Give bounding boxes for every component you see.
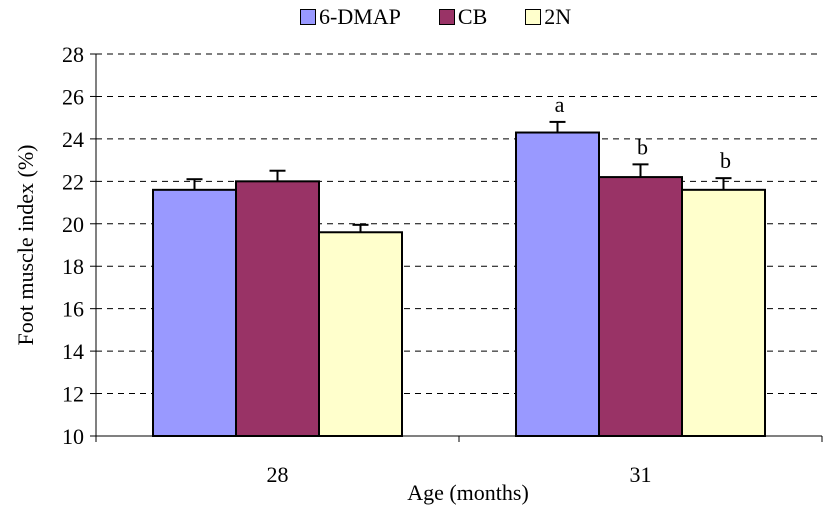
y-tick-label: 22 <box>62 169 84 194</box>
significance-label: b <box>637 134 648 159</box>
y-tick-label: 14 <box>62 339 84 364</box>
legend-swatch-2n <box>525 9 542 25</box>
y-axis-label: Foot muscle index (%) <box>13 144 38 345</box>
bar-6dmap-31 <box>515 131 600 437</box>
x-tick-label: 31 <box>630 462 652 487</box>
legend-label-6dmap: 6-DMAP <box>319 4 401 29</box>
bar-6dmap-28 <box>152 188 237 437</box>
x-axis-label: Age (months) <box>407 480 529 505</box>
y-tick-labels: 10 12 14 16 18 20 22 24 26 28 <box>62 42 84 449</box>
y-tick-label: 24 <box>62 127 84 152</box>
y-tick-label: 20 <box>62 212 84 237</box>
significance-label: b <box>720 148 731 173</box>
bar-cb-31 <box>598 176 683 437</box>
axes <box>90 53 823 442</box>
legend-item-cb: CB <box>438 4 488 30</box>
y-tick-label: 26 <box>62 84 84 109</box>
y-tick-label: 10 <box>62 424 84 449</box>
y-tick-label: 18 <box>62 254 84 279</box>
bar-cb-28 <box>235 180 320 437</box>
x-tick-label: 28 <box>267 462 289 487</box>
legend-swatch-6dmap <box>300 9 316 25</box>
legend-item-2n: 2N <box>525 4 571 30</box>
y-tick-label: 28 <box>62 42 84 67</box>
error-bars <box>186 120 732 233</box>
x-tick-labels: 28 31 <box>267 462 652 487</box>
bar-2n-31 <box>681 188 766 437</box>
legend-label-cb: CB <box>457 4 488 29</box>
y-tick-label: 12 <box>62 382 84 407</box>
legend-label-2n: 2N <box>544 4 572 29</box>
legend-swatch-cb <box>438 9 455 25</box>
bars <box>152 131 766 437</box>
legend-item-6dmap: 6-DMAP <box>300 4 401 30</box>
annotations: a b b <box>555 92 731 173</box>
y-tick-label: 16 <box>62 297 84 322</box>
bar-2n-28 <box>318 231 403 437</box>
legend: 6-DMAP CB 2N <box>300 4 609 30</box>
significance-label: a <box>555 92 565 117</box>
